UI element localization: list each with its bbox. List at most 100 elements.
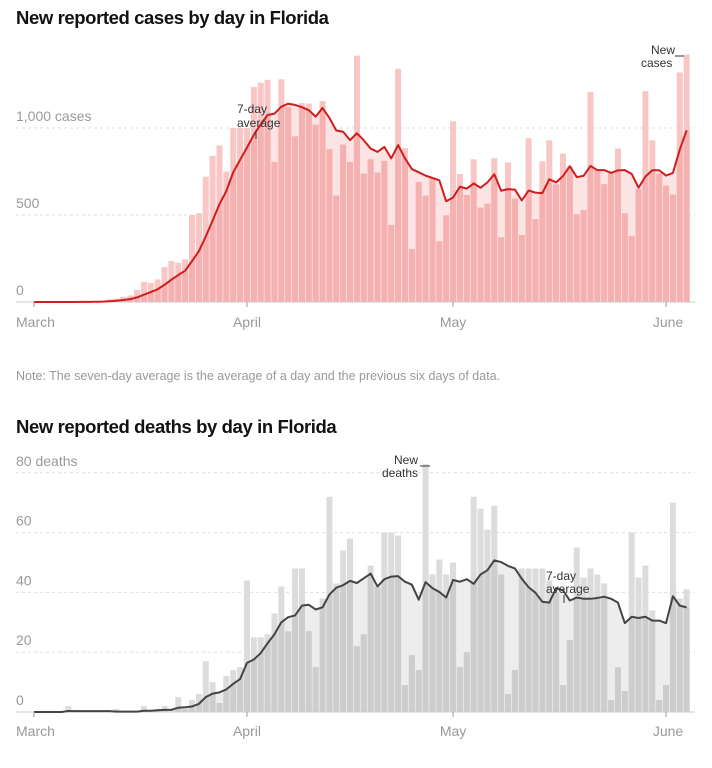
deaths-bar-under-average <box>298 568 305 712</box>
deaths-bar-under-average <box>601 583 608 712</box>
cases-bar-under-average <box>566 166 573 302</box>
deaths-bar-under-average <box>669 560 676 712</box>
deaths-avg-annotation: 7-day average <box>546 569 590 603</box>
cases-bar-under-average <box>250 103 257 302</box>
deaths-bar-under-average <box>580 577 587 712</box>
cases-avg-area <box>31 103 690 302</box>
cases-bar-under-average <box>580 209 587 302</box>
cases-bar-under-average <box>401 148 408 302</box>
deaths-new-annotation: New deaths <box>382 453 430 480</box>
cases-bar-under-average <box>594 169 601 302</box>
deaths-bar-under-average <box>525 568 532 712</box>
cases-x-tick-label: May <box>440 314 466 330</box>
cases-bars-under-average <box>72 103 690 302</box>
deaths-bar-under-average <box>628 560 635 712</box>
deaths-chart-title: New reported deaths by day in Florida <box>16 416 337 437</box>
cases-bar-under-average <box>257 103 264 302</box>
cases-bar-under-average <box>484 203 491 302</box>
deaths-bar-under-average <box>587 568 594 712</box>
deaths-bar-under-average <box>347 560 354 712</box>
cases-x-tick-label: June <box>653 314 684 330</box>
deaths-bar-under-average <box>642 565 649 712</box>
deaths-bar-under-average <box>559 685 566 712</box>
deaths-y-tick-label: 0 <box>16 692 24 708</box>
deaths-bar-under-average <box>498 574 505 712</box>
deaths-bar-under-average <box>463 652 470 712</box>
deaths-new-label-2: deaths <box>382 466 418 480</box>
cases-bar-under-average <box>243 128 250 302</box>
cases-bar-under-average <box>340 144 347 302</box>
cases-bar-under-average <box>635 189 642 302</box>
cases-bar <box>140 281 147 302</box>
cases-avg-label-1: 7-day <box>237 102 267 116</box>
cases-bar-under-average <box>278 103 285 302</box>
deaths-bar-under-average <box>415 670 422 712</box>
deaths-bar-under-average <box>429 574 436 712</box>
cases-bar-under-average <box>271 161 278 302</box>
cases-bar-under-average <box>498 237 505 302</box>
cases-bar-under-average <box>195 213 202 302</box>
cases-bar-under-average <box>319 103 326 302</box>
cases-bar-under-average <box>587 103 594 302</box>
deaths-avg-label-1: 7-day <box>546 569 576 583</box>
deaths-bar <box>65 706 72 712</box>
deaths-bar-under-average <box>422 560 429 712</box>
cases-new-annotation: New cases <box>641 43 684 70</box>
cases-bar <box>189 215 196 302</box>
cases-bar <box>134 289 141 302</box>
deaths-bar-under-average <box>312 667 319 712</box>
deaths-bar-under-average <box>621 691 628 712</box>
chart-note: Note: The seven-day average is the avera… <box>16 369 500 383</box>
cases-bar-under-average <box>292 136 299 302</box>
cases-bar-under-average <box>388 224 395 302</box>
cases-bar-under-average <box>326 149 333 302</box>
cases-bar-under-average <box>154 279 161 302</box>
cases-bar-under-average <box>209 155 216 302</box>
deaths-bar-under-average <box>257 637 264 712</box>
cases-bar-under-average <box>573 214 580 302</box>
cases-bar-under-average <box>360 173 367 302</box>
cases-bar-under-average <box>676 103 683 302</box>
deaths-bar-under-average <box>388 560 395 712</box>
deaths-avg-area <box>31 560 690 712</box>
cases-bar-under-average <box>223 171 230 302</box>
deaths-bar-under-average <box>353 646 360 712</box>
cases-bar-under-average <box>511 198 518 302</box>
cases-chart-title: New reported cases by day in Florida <box>16 7 330 28</box>
cases-bar-under-average <box>649 140 656 302</box>
cases-bar-under-average <box>642 103 649 302</box>
cases-bar-under-average <box>182 259 189 302</box>
deaths-bar-under-average <box>374 586 381 712</box>
cases-bar-under-average <box>422 195 429 302</box>
deaths-x-tick-label: May <box>440 723 466 739</box>
cases-bar-under-average <box>347 161 354 302</box>
cases-bar-under-average <box>663 185 670 302</box>
deaths-x-tick-label: June <box>653 723 684 739</box>
deaths-bar-under-average <box>676 598 683 712</box>
cases-bar-under-average <box>559 153 566 302</box>
cases-new-label-1: New <box>651 43 675 57</box>
cases-bar-under-average <box>333 195 340 302</box>
cases-bar-under-average <box>443 215 450 302</box>
deaths-bar <box>113 709 120 712</box>
deaths-bar-under-average <box>381 560 388 712</box>
deaths-bar-under-average <box>635 577 642 712</box>
deaths-bar-under-average <box>271 613 278 712</box>
cases-bar-under-average <box>669 194 676 302</box>
cases-bar-under-average <box>175 262 182 302</box>
deaths-y-tick-label: 20 <box>16 632 32 648</box>
deaths-y-tick-label: 60 <box>16 513 32 529</box>
cases-bar-under-average <box>614 148 621 302</box>
deaths-bar-under-average <box>518 568 525 712</box>
deaths-bar-under-average <box>237 667 244 712</box>
deaths-bar-under-average <box>484 560 491 712</box>
deaths-bar-under-average <box>395 560 402 712</box>
deaths-bar-under-average <box>614 667 621 712</box>
deaths-bar-under-average <box>292 568 299 712</box>
cases-y-tick-label: 1,000 cases <box>16 108 92 124</box>
deaths-bar-under-average <box>305 631 312 712</box>
deaths-bar-under-average <box>285 631 292 712</box>
cases-bar-under-average <box>285 107 292 302</box>
deaths-bar-under-average <box>340 560 347 712</box>
